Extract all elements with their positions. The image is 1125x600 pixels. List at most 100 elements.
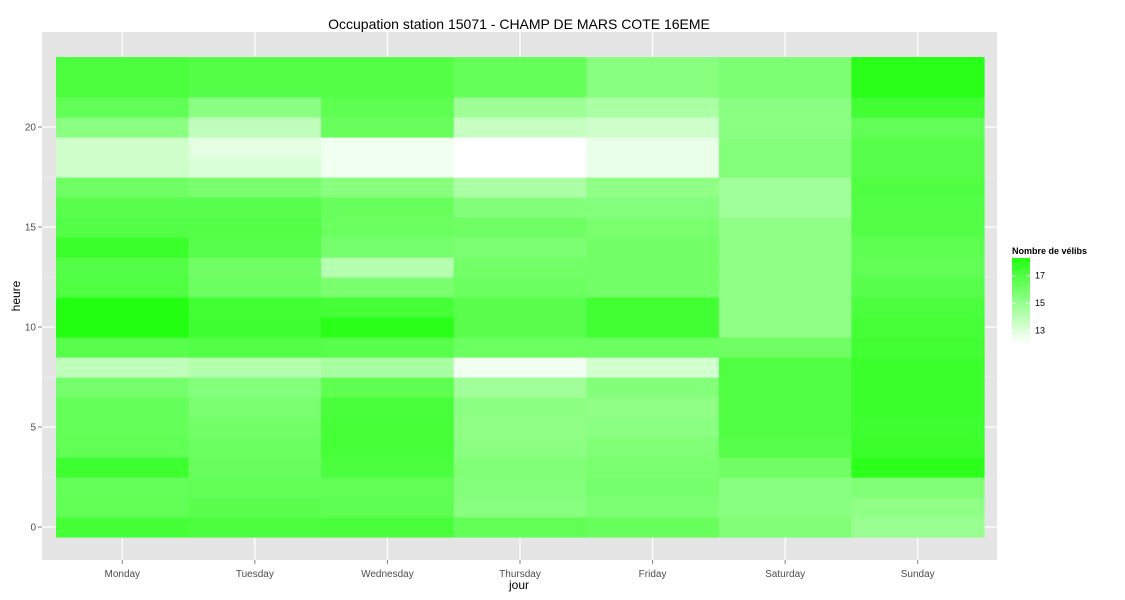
heatmap-cell <box>851 277 985 298</box>
heatmap-cell <box>56 497 190 518</box>
heatmap-cells <box>56 57 985 538</box>
heatmap-cell <box>56 477 190 498</box>
heatmap-cell <box>453 117 587 138</box>
y-axis-title: heure <box>9 280 23 311</box>
heatmap-cell <box>321 297 455 318</box>
heatmap-cell <box>188 317 322 338</box>
heatmap-cell <box>851 497 985 518</box>
heatmap-cell <box>586 197 720 218</box>
heatmap-cell <box>586 77 720 98</box>
heatmap-cell <box>188 337 322 358</box>
chart-title: Occupation station 15071 - CHAMP DE MARS… <box>328 16 710 32</box>
heatmap-cell <box>586 257 720 278</box>
heatmap-cell <box>188 397 322 418</box>
x-axis-ticks: Monday Tuesday Wednesday Thursday Friday Satu… <box>104 560 935 580</box>
heatmap-cell <box>718 57 853 78</box>
x-tick-label: Saturday <box>765 569 805 580</box>
heatmap-cell <box>586 137 720 158</box>
heatmap-cell <box>851 377 985 398</box>
heatmap-cell <box>56 217 190 238</box>
heatmap-cell <box>453 137 587 158</box>
heatmap-cell <box>586 177 720 198</box>
heatmap-cell <box>56 377 190 398</box>
heatmap-cell <box>321 437 455 458</box>
heatmap-cell <box>718 397 853 418</box>
heatmap-cell <box>188 297 322 318</box>
heatmap-cell <box>851 177 985 198</box>
heatmap-cell <box>453 157 587 178</box>
heatmap-cell <box>453 357 587 378</box>
heatmap-cell <box>453 377 587 398</box>
heatmap-cell <box>188 417 322 438</box>
heatmap-cell <box>453 237 587 258</box>
heatmap-cell <box>586 97 720 118</box>
heatmap-cell <box>453 177 587 198</box>
heatmap-cell <box>188 197 322 218</box>
heatmap-cell <box>56 437 190 458</box>
heatmap-cell <box>453 417 587 438</box>
heatmap-cell <box>56 317 190 338</box>
heatmap-cell <box>718 157 853 178</box>
heatmap-cell <box>188 277 322 298</box>
heatmap-cell <box>586 357 720 378</box>
heatmap-cell <box>321 497 455 518</box>
heatmap-cell <box>453 197 587 218</box>
heatmap-cell <box>586 377 720 398</box>
heatmap-cell <box>188 157 322 178</box>
heatmap-cell <box>56 77 190 98</box>
heatmap-cell <box>718 417 853 438</box>
heatmap-cell <box>321 177 455 198</box>
heatmap-cell <box>586 477 720 498</box>
heatmap-cell <box>851 197 985 218</box>
x-tick-label: Monday <box>104 569 140 580</box>
heatmap-cell <box>851 257 985 278</box>
heatmap-cell <box>321 237 455 258</box>
heatmap-cell <box>56 97 190 118</box>
heatmap-cell <box>453 397 587 418</box>
heatmap-cell <box>321 357 455 378</box>
heatmap-cell <box>453 437 587 458</box>
heatmap-cell <box>321 337 455 358</box>
legend: Nombre de vélibs 13 15 17 <box>1012 246 1087 344</box>
heatmap-cell <box>851 517 985 538</box>
heatmap-cell <box>321 417 455 438</box>
heatmap-cell <box>321 397 455 418</box>
heatmap-cell <box>188 137 322 158</box>
heatmap-cell <box>56 177 190 198</box>
heatmap-cell <box>718 297 853 318</box>
heatmap-cell <box>718 457 853 478</box>
heatmap-cell <box>586 277 720 298</box>
heatmap-cell <box>188 517 322 538</box>
heatmap-cell <box>188 437 322 458</box>
heatmap-cell <box>56 277 190 298</box>
y-tick-label: 10 <box>25 323 37 334</box>
heatmap-cell <box>321 517 455 538</box>
heatmap-cell <box>718 357 853 378</box>
heatmap-cell <box>56 57 190 78</box>
heatmap-cell <box>453 517 587 538</box>
x-tick-label: Friday <box>639 569 667 580</box>
heatmap-cell <box>453 97 587 118</box>
x-axis-title: jour <box>508 578 529 592</box>
heatmap-cell <box>453 497 587 518</box>
heatmap-cell <box>56 137 190 158</box>
heatmap-cell <box>586 157 720 178</box>
heatmap-cell <box>851 97 985 118</box>
heatmap-cell <box>56 457 190 478</box>
y-tick-label: 20 <box>25 123 37 134</box>
heatmap-cell <box>453 477 587 498</box>
heatmap-cell <box>851 317 985 338</box>
heatmap-cell <box>718 77 853 98</box>
heatmap-cell <box>851 57 985 78</box>
heatmap-cell <box>586 497 720 518</box>
heatmap-cell <box>851 437 985 458</box>
heatmap-cell <box>188 97 322 118</box>
heatmap-cell <box>188 117 322 138</box>
heatmap-cell <box>586 417 720 438</box>
heatmap-cell <box>453 317 587 338</box>
heatmap-cell <box>453 297 587 318</box>
heatmap-cell <box>56 417 190 438</box>
heatmap-cell <box>718 137 853 158</box>
heatmap-cell <box>718 377 853 398</box>
